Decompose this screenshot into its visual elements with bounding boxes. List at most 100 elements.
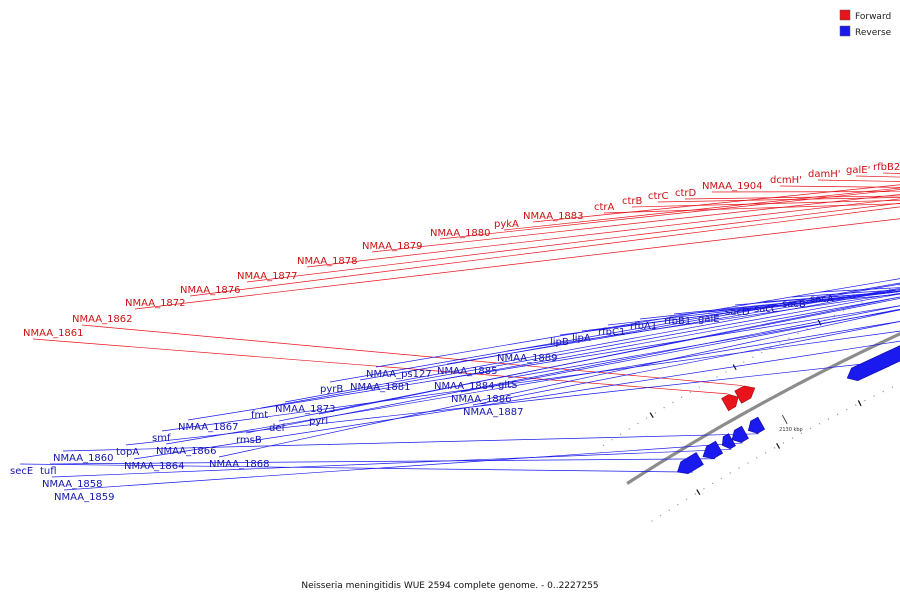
reverse-gene-tufl[interactable] [702,440,724,459]
forward-gene-label-nmaa-1861: NMAA_1861 [23,328,84,339]
leader-line-nmaa-1881 [359,283,900,381]
leader-line-nmaa-1867 [187,305,900,421]
reverse-gene-label-nmaa-1868: NMAA_1868 [209,459,270,470]
leader-line-nmaa-ps127 [375,278,900,368]
leader-line-nmaa-1864 [133,340,900,460]
leader-line-topa [125,359,900,446]
legend-swatch-reverse [839,25,851,37]
legend-label-reverse: Reverse [855,28,892,38]
forward-gene-nmaa-1861[interactable] [721,394,739,412]
reverse-gene-label-sacc: sacC [754,304,778,315]
reverse-gene-label-nmaa-1886: NMAA_1886 [451,394,512,405]
ring-dash [696,489,701,495]
leader-line-nmaa-1877 [246,202,900,283]
reverse-gene-label-rfba1: rfbA1 [630,321,657,332]
ring-dash [649,412,654,419]
legend: Forward Reverse [839,9,892,38]
leader-line-def [278,298,900,422]
reverse-gene-nmaa-1860[interactable] [747,416,766,434]
leader-line-nmaa-1886 [460,308,900,393]
ring-dash [776,443,781,449]
reverse-gene-label-glts: gltS [498,380,517,391]
scale-tick [782,414,788,425]
forward-gene-label-nmaa-1880: NMAA_1880 [430,228,491,239]
forward-gene-label-nmaa-1883: NMAA_1883 [523,211,584,222]
forward-gene-label-ctrb: ctrB [622,196,643,207]
leader-line-nmaa-1866 [165,320,900,445]
leader-line-glts [507,309,900,379]
reverse-gene-label-pyrl: pyrl [309,416,328,427]
leader-line-nmaa-1860 [62,433,759,452]
reverse-gene-label-saca: sacA [810,294,834,305]
reverse-gene-label-rmsb: rmsB [236,435,262,446]
reverse-gene-label-def: def [269,423,286,434]
reverse-gene-sece[interactable] [677,452,704,475]
reverse-gene-label-smf: smf [152,433,171,444]
leader-line-rfbc1 [607,291,900,326]
reverse-gene-label-nmaa-1860: NMAA_1860 [53,453,114,464]
leader-line-nmaa-1859 [63,442,743,491]
leader-line-nmaa-1858 [51,449,732,478]
ring-dash [732,364,737,371]
forward-gene-label-nmaa-1872: NMAA_1872 [125,298,186,309]
leader-line-nmaa-1889 [506,292,900,352]
leader-line-nmaa-1872 [134,218,900,310]
legend-swatch-forward [839,9,851,21]
reverse-gene-label-nmaa-1889: NMAA_1889 [497,353,558,364]
reverse-gene-label-nmaa-1866: NMAA_1866 [156,446,217,457]
reverse-gene-label-sacb: sacB [782,299,806,310]
legend-label-forward: Forward [855,12,891,22]
leader-line-fmt [260,293,900,409]
gene-arrows [677,321,900,475]
reverse-gene-label-rfbc1: rfbC1 [598,327,625,338]
reverse-gene-label-lipa: lipA [572,333,591,344]
leader-line-nmaa-1880 [439,189,900,240]
leader-line-pyrb [329,282,900,383]
reverse-gene-label-sacd: sacD [725,307,750,318]
forward-gene-label-rfbb2: rfbB2 [873,162,900,173]
leader-line-nmaa-1884 [443,296,900,380]
reverse-gene-nmaa-1859[interactable] [731,425,749,443]
forward-gene-label-ctra: ctrA [594,202,615,213]
forward-gene-label-nmaa-1862: NMAA_1862 [72,314,133,325]
forward-gene-label-nmaa-1876: NMAA_1876 [180,285,241,296]
leader-line-nmaa-1883 [532,184,900,223]
reverse-gene-topa[interactable] [846,321,900,382]
forward-gene-label-ctrd: ctrD [675,188,697,199]
reverse-gene-label-rfbb1: rfbB1 [664,316,691,327]
leader-line-nmaa-1868 [218,309,900,458]
leader-line-pyka [503,187,900,231]
reverse-gene-label-nmaa-1873: NMAA_1873 [275,404,336,415]
forward-gene-label-gale: galE' [846,165,870,176]
reverse-gene-label-topa: topA [116,447,139,458]
reverse-gene-label-fmt: fmt [251,410,268,421]
leader-line-nmaa-1862 [81,324,743,386]
leader-line-sacb [791,289,900,298]
leader-line-saca [819,287,900,293]
scale-ticks: 2130 kbp2135 kbp2140 kbp2145 kbp2150 kbp… [779,414,803,433]
leader-line-nmaa-1878 [306,198,900,268]
reverse-gene-label-nmaa-1881: NMAA_1881 [350,382,411,393]
reverse-gene-label-pyrb: pyrB [320,384,343,395]
reverse-gene-label-nmaa-1884: NMAA_1884 [434,381,495,392]
forward-gene-label-damh: damH' [808,169,841,180]
reverse-gene-label-tufl: tufl [40,466,57,477]
gene-labels: NMAA_1861 NMAA_1862 NMAA_1872 NMAA_1876 NMAA… [10,162,900,503]
leader-line-sacd [734,290,900,306]
forward-gene-label-nmaa-1877: NMAA_1877 [237,271,298,282]
leader-line-nmaa-1887 [472,321,900,406]
reverse-gene-nmaa-1858[interactable] [721,433,736,450]
reverse-gene-label-nmaa-1859: NMAA_1859 [54,492,115,503]
reverse-gene-label-sece: secE [10,466,33,477]
leader-line-tufl [49,458,716,465]
reverse-gene-label-nmaa-1864: NMAA_1864 [124,461,185,472]
reverse-gene-label-nmaa-ps127: NMAA_ps127 [366,369,432,380]
forward-gene-label-ctrc: ctrC [648,191,669,202]
map-caption: Neisseria meningitidis WUE 2594 complete… [301,581,598,591]
forward-gene-label-dcmh: dcmH' [770,175,802,186]
forward-gene-label-pyka: pykA [494,219,519,230]
reverse-gene-label-lipb: lipB [550,337,569,348]
forward-gene-nmaa-1862[interactable] [734,385,756,404]
